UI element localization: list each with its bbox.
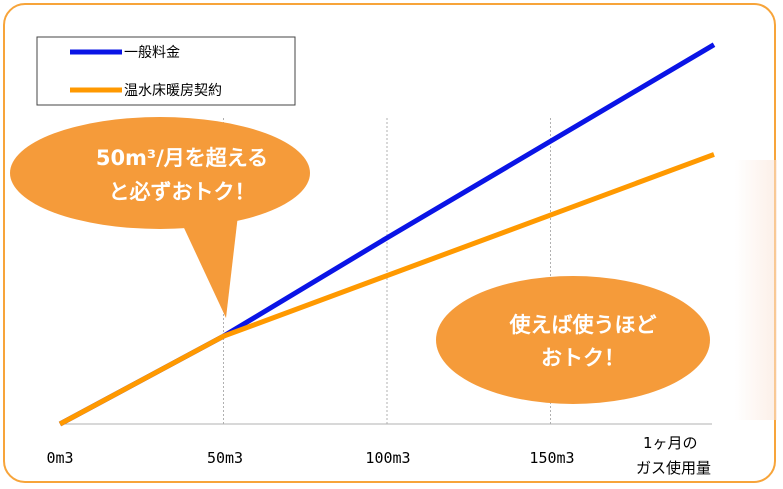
x-tick-labels: 0m3 50m3 100m3 150m3 [46,449,574,467]
callout-left-line-1: 50m³/月を超える [96,146,268,170]
x-axis-title-line-2: ガス使用量 [636,459,711,477]
legend: 一般料金 温水床暖房契約 [36,36,296,106]
callout-right-line-1: 使えば使うほど [509,313,657,337]
x-tick-label-100: 100m3 [365,449,410,467]
callout-right-line-2: おトク！ [541,346,625,370]
callout-right: 使えば使うほど おトク！ [436,276,710,404]
x-tick-label-150: 150m3 [529,449,574,467]
x-tick-label-0: 0m3 [46,449,73,467]
callout-left-line-2: と必ずおトク！ [109,180,256,204]
x-tick-label-50: 50m3 [207,449,243,467]
callout-left-tail [178,215,238,318]
legend-box [36,36,296,106]
callout-left: 50m³/月を超える と必ずおトク！ [10,117,310,318]
frame-right-shade [735,160,777,420]
callout-right-bubble [436,276,710,404]
legend-label-floor-heating: 温水床暖房契約 [124,83,222,99]
x-axis-title: 1ヶ月の ガス使用量 [636,434,711,477]
series-lines [58,42,716,427]
legend-label-general: 一般料金 [124,45,180,61]
x-axis-title-line-1: 1ヶ月の [643,434,698,452]
callout-left-bubble [10,117,310,229]
series-line-floor-heating [58,152,715,427]
